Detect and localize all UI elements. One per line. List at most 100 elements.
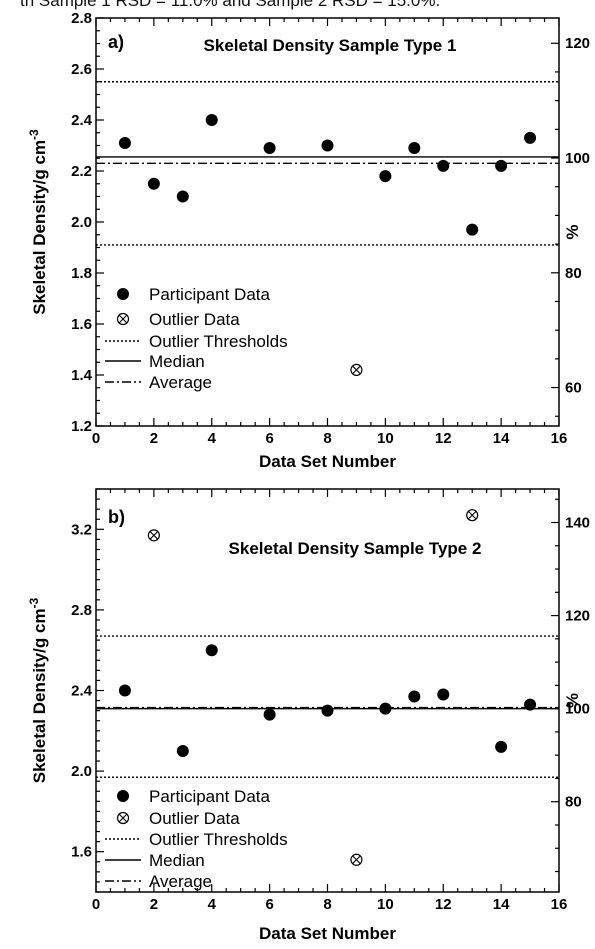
participant-data-point <box>147 177 160 190</box>
participant-data-point <box>495 740 508 753</box>
y-tick-label: 1.6 <box>71 316 92 333</box>
legend-label: Outlier Data <box>149 809 240 828</box>
legend-entry: Outlier Thresholds <box>105 830 288 849</box>
y2-axis-label: % <box>563 224 582 239</box>
y-tick-label: 1.4 <box>71 367 93 384</box>
legend-label: Average <box>149 373 212 392</box>
y-tick-label: 1.6 <box>71 844 92 861</box>
y-axis-label-superscript: -3 <box>27 597 41 608</box>
legend-entry: Average <box>105 872 212 891</box>
x-tick-label: 0 <box>92 430 100 447</box>
x-axis-label: Data Set Number <box>259 452 396 471</box>
x-tick-label: 14 <box>493 896 510 913</box>
y2-tick-label: 120 <box>565 608 590 625</box>
outlier-data-point <box>466 509 479 522</box>
x-axis-label: Data Set Number <box>259 924 396 943</box>
legend-entry: Median <box>105 352 205 371</box>
y-tick-label: 2.4 <box>71 683 93 700</box>
legend-label: Median <box>149 352 205 371</box>
x-tick-label: 10 <box>377 430 394 447</box>
participant-data-point <box>118 684 131 697</box>
y-axis-label: Skeletal Density/g cm-3 <box>27 597 49 783</box>
x-tick-label: 14 <box>493 430 510 447</box>
y-axis-label-text: Skeletal Density/g cm <box>30 140 49 315</box>
participant-data-point <box>321 139 334 152</box>
outlier-marker-cross <box>468 511 477 520</box>
x-tick-label: 6 <box>265 896 273 913</box>
legend-entry: Outlier Data <box>116 310 240 329</box>
outlier-data-point <box>350 853 363 866</box>
y2-tick-label: 140 <box>565 515 590 532</box>
participant-data-point <box>263 708 276 721</box>
y2-tick-label: 120 <box>565 35 590 52</box>
x-tick-label: 10 <box>377 896 394 913</box>
legend-outlier-cross <box>119 315 127 323</box>
participant-data-point <box>379 170 392 183</box>
participant-data-point <box>118 136 131 149</box>
x-tick-label: 12 <box>435 896 452 913</box>
x-tick-label: 6 <box>265 430 273 447</box>
participant-data-point <box>379 702 392 715</box>
legend-entry: Median <box>105 851 205 870</box>
legend-label: Participant Data <box>149 787 270 806</box>
panel-label: b) <box>108 507 125 527</box>
y-tick-label: 1.2 <box>71 418 92 435</box>
x-tick-label: 12 <box>435 430 452 447</box>
y2-tick-label: 100 <box>565 701 590 718</box>
x-tick-label: 4 <box>208 430 217 447</box>
y2-tick-label: 60 <box>565 380 582 397</box>
y-tick-label: 2.0 <box>71 214 92 231</box>
participant-data-point <box>524 131 537 144</box>
participant-data-point <box>408 690 421 703</box>
outlier-marker-cross <box>149 531 158 540</box>
chart-title: Skeletal Density Sample Type 1 <box>204 36 457 55</box>
panel-label: a) <box>108 32 124 52</box>
y-tick-label: 2.8 <box>71 602 92 619</box>
y-tick-label: 3.2 <box>71 521 92 538</box>
legend-entry: Average <box>105 373 212 392</box>
legend-entry: Outlier Thresholds <box>105 332 288 351</box>
x-tick-label: 16 <box>551 896 568 913</box>
x-tick-label: 2 <box>150 430 158 447</box>
legend-label: Participant Data <box>149 285 270 304</box>
outlier-data-point <box>147 529 160 542</box>
participant-data-point <box>263 142 276 155</box>
x-tick-label: 4 <box>208 896 217 913</box>
outlier-marker-cross <box>352 855 361 864</box>
y2-tick-label: 80 <box>565 265 582 282</box>
participant-data-point <box>176 190 189 203</box>
x-tick-label: 8 <box>323 896 331 913</box>
y2-tick-label: 80 <box>565 794 582 811</box>
panel-b: 0 2 4 6 8 10 12 14 16 1.6 2.0 2.4 2.8 3.2 80 100 120 140 P… <box>27 488 590 943</box>
y-tick-label: 1.8 <box>71 265 92 282</box>
legend-entry: Outlier Data <box>116 809 240 828</box>
outlier-marker-cross <box>352 365 361 374</box>
x-tick-label: 2 <box>150 896 158 913</box>
legend-label: Average <box>149 872 212 891</box>
legend-entry: Participant Data <box>117 787 270 806</box>
participant-data-point <box>321 704 334 717</box>
y-axis-label-text: Skeletal Density/g cm <box>30 608 49 783</box>
participant-data-point <box>437 688 450 701</box>
x-tick-label: 16 <box>551 430 568 447</box>
y-axis-label: Skeletal Density/g cm-3 <box>27 129 49 315</box>
y-tick-label: 2.4 <box>71 112 93 129</box>
legend-participant-marker <box>117 288 129 300</box>
participant-data-point <box>176 744 189 757</box>
participant-data-point <box>205 114 218 126</box>
legend-label: Outlier Thresholds <box>149 332 288 351</box>
y-tick-label: 2.6 <box>71 61 92 78</box>
participant-data-point <box>466 223 479 236</box>
chart-title: Skeletal Density Sample Type 2 <box>229 539 482 558</box>
y-tick-label: 2.8 <box>71 10 92 27</box>
y2-tick-label: 100 <box>565 150 590 167</box>
legend-label: Outlier Data <box>149 310 240 329</box>
participant-data-point <box>524 698 537 711</box>
participant-data-point <box>205 644 218 657</box>
x-tick-label: 8 <box>323 430 331 447</box>
y-tick-label: 2.2 <box>71 163 92 180</box>
legend-participant-marker <box>117 790 129 802</box>
y2-axis-label: % <box>563 693 582 708</box>
x-tick-label: 0 <box>92 896 100 913</box>
legend-label: Median <box>149 851 205 870</box>
